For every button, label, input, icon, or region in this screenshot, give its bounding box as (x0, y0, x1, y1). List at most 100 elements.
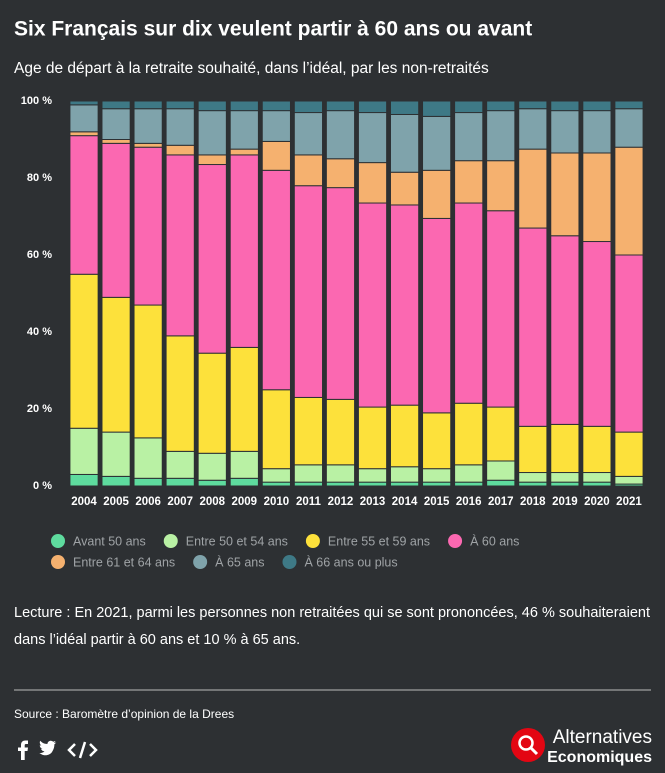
bar-segment (293, 481, 324, 487)
bar-segment (261, 140, 291, 171)
bar-segment (582, 100, 612, 112)
bar-segment (69, 100, 99, 106)
legend-swatch (193, 555, 208, 569)
bar-segment (261, 169, 291, 391)
bar-segment (614, 475, 644, 485)
legend-item[interactable]: À 66 ans ou plus (282, 554, 398, 569)
bar-segment (454, 402, 484, 466)
bar-segment (389, 466, 420, 483)
bar-segment (133, 100, 163, 110)
bar-segment (229, 148, 259, 156)
legend-swatch (51, 555, 65, 569)
legend-item[interactable]: À 65 ans (193, 554, 265, 569)
bar-segment (614, 100, 644, 110)
bar-segment (197, 154, 227, 166)
bar-segment (518, 481, 548, 487)
bar-segment (165, 108, 195, 146)
legend-label: À 60 ans (470, 533, 519, 548)
bar-segment (550, 423, 580, 474)
bar-segment (454, 100, 484, 114)
bar-segment (389, 100, 420, 115)
bar-segment (582, 472, 612, 483)
legend-swatch (163, 534, 178, 548)
bar-segment (486, 100, 516, 112)
logo-circle (511, 728, 545, 762)
bar-segment (101, 142, 131, 298)
bar-segment (293, 464, 324, 483)
legend-label: Entre 50 et 54 ans (186, 534, 288, 548)
bar-segment (454, 481, 484, 487)
bar-segment (518, 100, 548, 110)
bar-segment (582, 110, 612, 154)
bar-segment (454, 160, 484, 204)
legend-swatch (448, 534, 463, 548)
bar-segment (101, 296, 131, 433)
bar-segment (293, 112, 324, 156)
bar-segment (197, 110, 227, 156)
embed-icon[interactable] (67, 741, 98, 759)
bar-segment (69, 273, 99, 429)
bar-segment (325, 110, 356, 160)
bar-segment (165, 100, 195, 110)
y-tick-label: 100 % (21, 95, 52, 107)
x-tick-label: 2008 (199, 496, 225, 508)
bar-segment (582, 481, 612, 487)
bar-segment (133, 304, 163, 439)
bar-segment (550, 152, 580, 237)
bar-segment (357, 100, 388, 114)
share-icons[interactable] (18, 740, 98, 761)
legend-label: À 65 ans (215, 554, 264, 569)
x-tick-label: 2018 (520, 496, 546, 508)
legend-item[interactable]: Entre 50 et 54 ans (163, 534, 288, 548)
bar-segment (357, 406, 388, 470)
bar-segment (261, 468, 291, 483)
bar-segment (518, 108, 548, 150)
brand-line1: Alternatives (553, 727, 652, 748)
x-tick-label: 2014 (392, 496, 418, 508)
bar-segment (614, 254, 644, 433)
bar-segment (133, 477, 163, 487)
bar-segment (550, 235, 580, 425)
bar-segment (357, 162, 388, 204)
bar-segment (357, 481, 388, 487)
legend-swatch (305, 534, 320, 548)
bar-segment (357, 112, 388, 164)
bar-segment (486, 460, 516, 481)
legend-item[interactable]: À 60 ans (448, 533, 519, 548)
bar-segment (69, 473, 99, 487)
facebook-icon[interactable] (18, 740, 28, 761)
bar-segment (165, 335, 195, 452)
bar-segment (133, 146, 163, 306)
bar-segment (486, 160, 516, 212)
bar-segment (325, 398, 356, 466)
y-tick-label: 40 % (27, 326, 52, 338)
bar-segment (422, 481, 452, 487)
bar-segment (197, 100, 227, 112)
legend-item[interactable]: Entre 55 et 59 ans (305, 534, 430, 548)
bar-segment (261, 481, 291, 487)
bar-segment (325, 187, 356, 400)
legend-item[interactable]: Avant 50 ans (51, 534, 146, 548)
bar-segment (422, 217, 452, 414)
bar-segment (133, 108, 163, 144)
y-tick-label: 80 % (27, 172, 52, 184)
twitter-icon[interactable] (39, 740, 57, 756)
x-tick-label: 2013 (360, 496, 386, 508)
x-tick-label: 2021 (616, 496, 642, 508)
bar-segment (101, 108, 131, 140)
bar-segment (229, 346, 259, 452)
x-tick-label: 2019 (552, 496, 578, 508)
bar-segment (197, 452, 227, 481)
bar-segment (389, 204, 420, 406)
bar-segment (101, 431, 131, 477)
bar-segment (293, 396, 324, 466)
legend-item[interactable]: Entre 61 et 64 ans (51, 555, 175, 569)
bar-segment (261, 110, 291, 142)
bar-segment (293, 100, 324, 114)
bar-segment (293, 154, 324, 187)
bar-segment (229, 450, 259, 479)
bar-segment (422, 468, 452, 483)
bar-segment (486, 110, 516, 162)
x-tick-label: 2011 (296, 496, 322, 508)
